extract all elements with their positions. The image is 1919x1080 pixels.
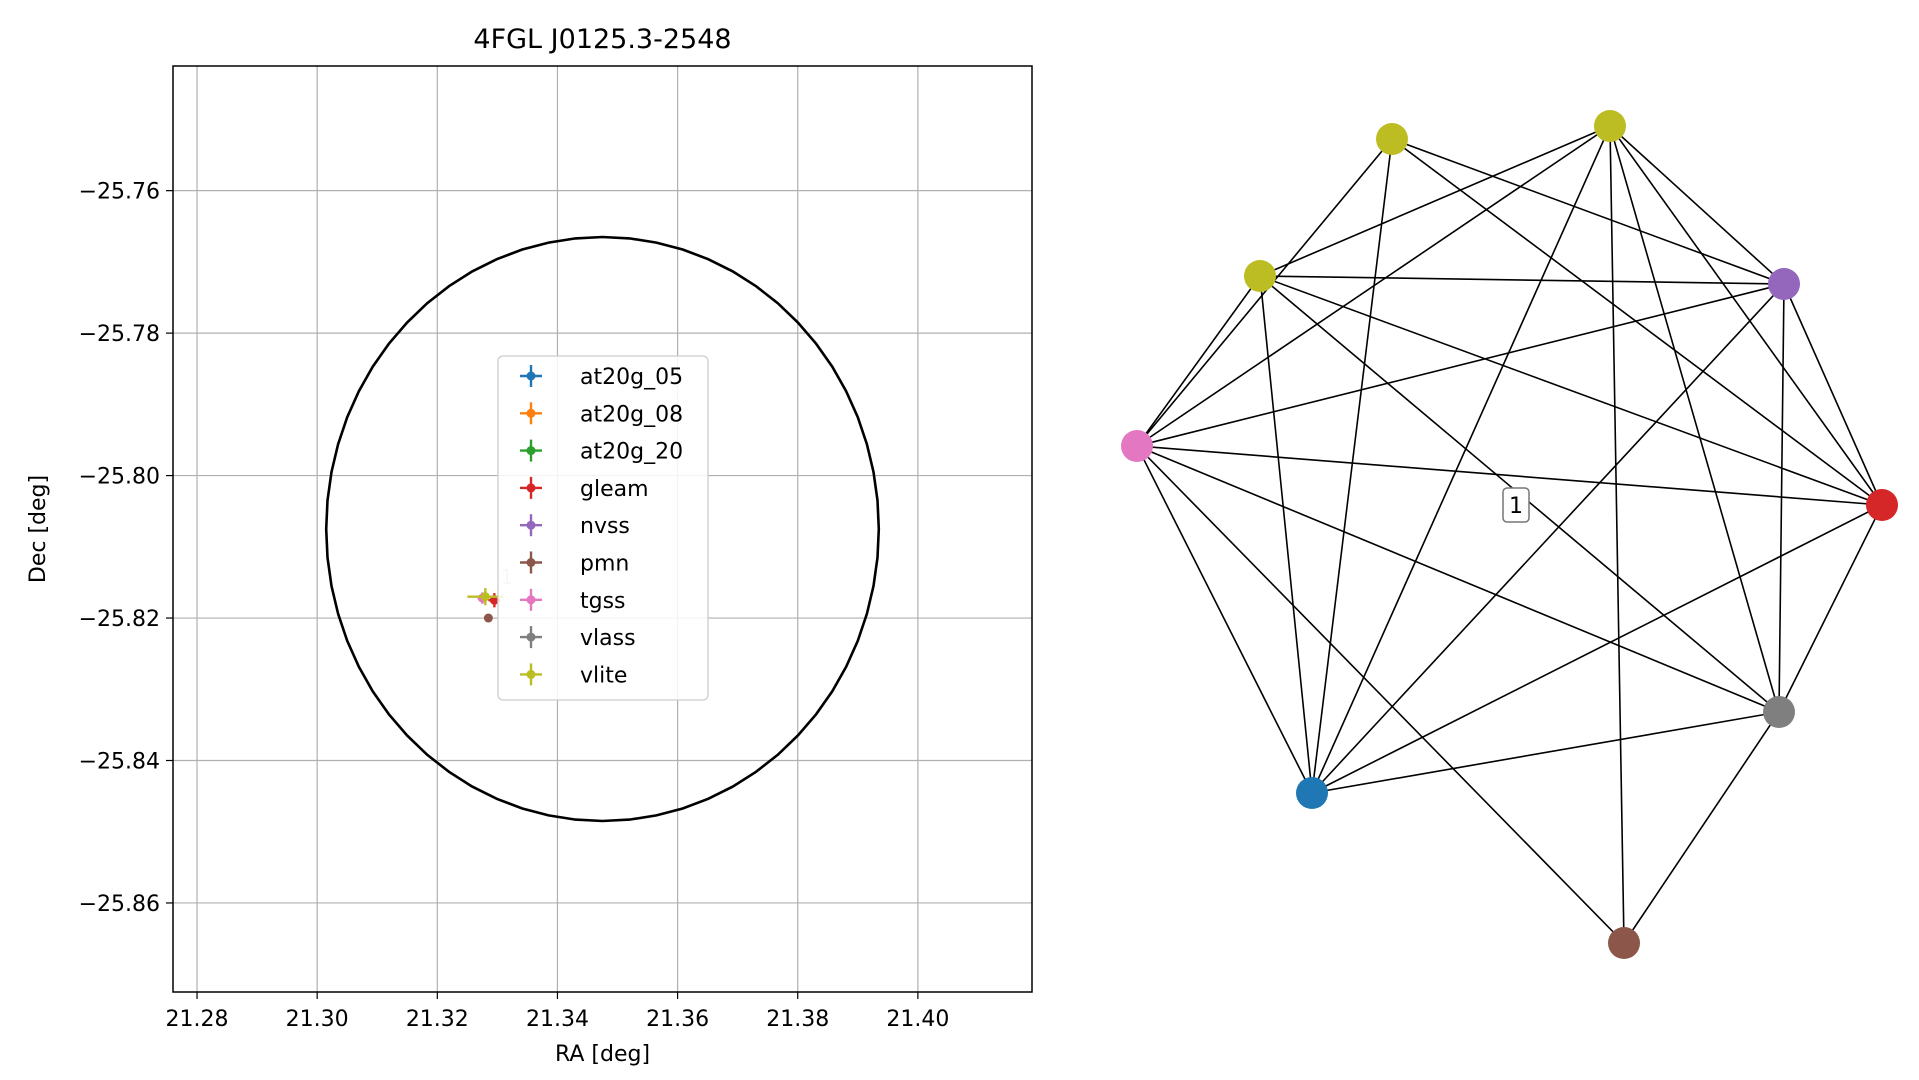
x-tick-label: 21.32 [406,1007,469,1032]
x-tick-label: 21.38 [766,1007,829,1032]
graph-edge [1311,138,1393,794]
graph-edge [1259,125,1611,277]
graph-edge [1609,125,1883,506]
legend-label: pmn [580,552,629,577]
x-tick-label: 21.34 [526,1007,589,1032]
error-ellipse [324,235,881,823]
graph-label: 1 [1509,494,1523,519]
x-tick-label: 21.30 [286,1007,349,1032]
legend-box [497,355,709,701]
graph-edge [1391,138,1785,285]
x-tick-label: 21.40 [886,1007,949,1032]
error-ellipse-layer [324,235,881,823]
graph-node-gleam [1866,489,1898,521]
y-tick-label: −25.80 [79,465,160,490]
graph-edge [1259,275,1883,506]
legend-entry: nvss [520,514,630,539]
y-axis-label: Dec [deg] [26,475,51,583]
graph-edge [1259,275,1313,794]
graph-node-tgss [1121,430,1153,462]
graph-node-vlite_b [1594,110,1626,142]
y-tick-label: −25.82 [79,607,160,632]
y-tick-label: −25.78 [79,322,160,347]
graph-edge [1391,138,1883,506]
graph-edge [1136,445,1313,794]
legend-entry: tgss [520,588,626,614]
graph-edge [1136,283,1785,447]
graph-edge [1609,125,1625,944]
legend-entry: gleam [520,476,649,502]
legend-entry: vlite [520,663,627,688]
graph-node-vlite_a [1376,123,1408,155]
graph-label-layer: 1 [1502,487,1530,523]
legend-label: tgss [580,589,626,614]
graph-node-at20g [1296,777,1328,809]
graph-node-vlass [1763,696,1795,728]
x-tick-label: 21.36 [646,1007,709,1032]
legend-label: gleam [580,477,649,502]
y-tick-label: −25.86 [79,892,160,917]
x-tick-label: 21.28 [166,1007,229,1032]
chart-title: 4FGL J0125.3-2548 [473,24,731,55]
legend-entry: vlass [520,626,636,651]
graph-label-box [1502,487,1530,523]
legend-entry: at20g_05 [520,365,683,390]
graph-edge [1259,275,1785,285]
y-tick-label: −25.84 [79,750,160,775]
graph-node-vlite_c [1244,260,1276,292]
graph-edge [1778,283,1785,713]
graph-edge [1136,138,1393,447]
graph-edge [1311,504,1883,794]
graph-edge [1311,283,1785,794]
legend-label: at20g_08 [580,402,683,427]
graph-edge [1136,275,1261,447]
graph-edge [1136,445,1625,944]
graph-edge [1136,445,1780,713]
graph-edges [1136,125,1883,944]
graph-edge [1778,504,1883,713]
scatter-panel: 1 21.2821.3021.3221.3421.3621.3821.40−25… [26,24,1033,1067]
legend-entry: at20g_20 [520,439,683,465]
graph-edge [1783,283,1883,506]
x-axis-label: RA [deg] [555,1042,650,1067]
legend-label: vlass [580,626,636,651]
graph-edge [1311,711,1780,794]
axis-ticks: 21.28 21.30 21.32 21.34 21.36 21.38 21.40 −25.7… [79,180,950,1032]
y-tick-label: −25.76 [79,180,160,205]
plot-frame [172,65,1033,993]
graph-nodes [1121,110,1898,959]
network-graph-panel: 1 [1121,110,1898,959]
graph-edge [1136,445,1883,506]
legend-entry: pmn [520,551,629,577]
graph-edge [1609,125,1780,713]
graph-edge [1623,711,1780,944]
graph-edge [1609,125,1785,285]
graph-node-nvss [1768,268,1800,300]
data-point-pmn [483,613,493,623]
legend-entry: at20g_08 [520,402,683,427]
legend-label: vlite [580,663,627,688]
legend-label: at20g_20 [580,440,683,465]
graph-node-pmn [1608,927,1640,959]
legend-label: nvss [580,514,630,539]
graph-edge [1311,125,1611,794]
legend-label: at20g_05 [580,365,683,390]
